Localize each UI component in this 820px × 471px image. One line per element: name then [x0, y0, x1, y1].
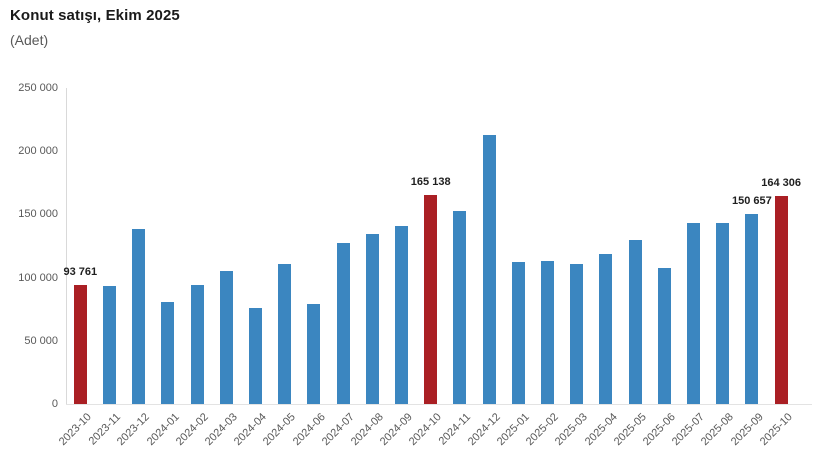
- bar-2023-10: [73, 285, 87, 404]
- bar-2025-05: [628, 240, 642, 404]
- x-axis-line: [66, 404, 812, 405]
- bar-2025-04: [599, 254, 613, 404]
- bar-2025-09: [745, 214, 759, 404]
- bar-2025-08: [716, 223, 730, 404]
- chart-title: Konut satışı, Ekim 2025: [10, 7, 180, 24]
- bar-2024-01: [161, 302, 175, 404]
- bar-2023-12: [132, 229, 146, 404]
- y-axis-tick-label: 250 000: [18, 82, 58, 94]
- bar-2024-04: [249, 308, 262, 404]
- bar-value-label: 164 306: [761, 177, 801, 189]
- bar-2025-03: [570, 264, 584, 404]
- bar-value-label: 165 138: [410, 176, 451, 188]
- bar-2024-05: [278, 264, 292, 404]
- x-axis-tick-label: 2023-10: [56, 411, 94, 449]
- bar-2024-11: [453, 211, 467, 404]
- y-axis-tick-label: 100 000: [18, 271, 58, 284]
- bar-2024-06: [307, 304, 321, 404]
- bar-value-label: 150 657: [732, 195, 772, 207]
- y-axis-line: [66, 88, 67, 405]
- bar-2024-02: [190, 285, 204, 404]
- bar-2024-09: [395, 226, 408, 404]
- bar-2025-06: [657, 268, 671, 404]
- y-axis-tick-label: 0: [51, 398, 58, 410]
- bar-2024-03: [219, 271, 233, 404]
- bar-2024-08: [365, 234, 379, 404]
- bar-2025-07: [687, 223, 700, 404]
- bar-2025-10: [774, 196, 788, 404]
- bar-2025-02: [541, 261, 554, 404]
- bar-2025-01: [511, 262, 525, 404]
- bar-2024-07: [336, 243, 350, 404]
- y-axis-tick-label: 200 000: [18, 145, 58, 158]
- bar-2024-10: [424, 195, 438, 404]
- bar-2023-11: [103, 286, 116, 404]
- y-axis-tick-label: 150 000: [18, 208, 58, 221]
- y-axis-tick-label: 50 000: [24, 334, 58, 347]
- bar-value-label: 93 761: [63, 266, 98, 278]
- bar-2024-12: [482, 135, 496, 404]
- chart-unit-label: (Adet): [10, 32, 49, 48]
